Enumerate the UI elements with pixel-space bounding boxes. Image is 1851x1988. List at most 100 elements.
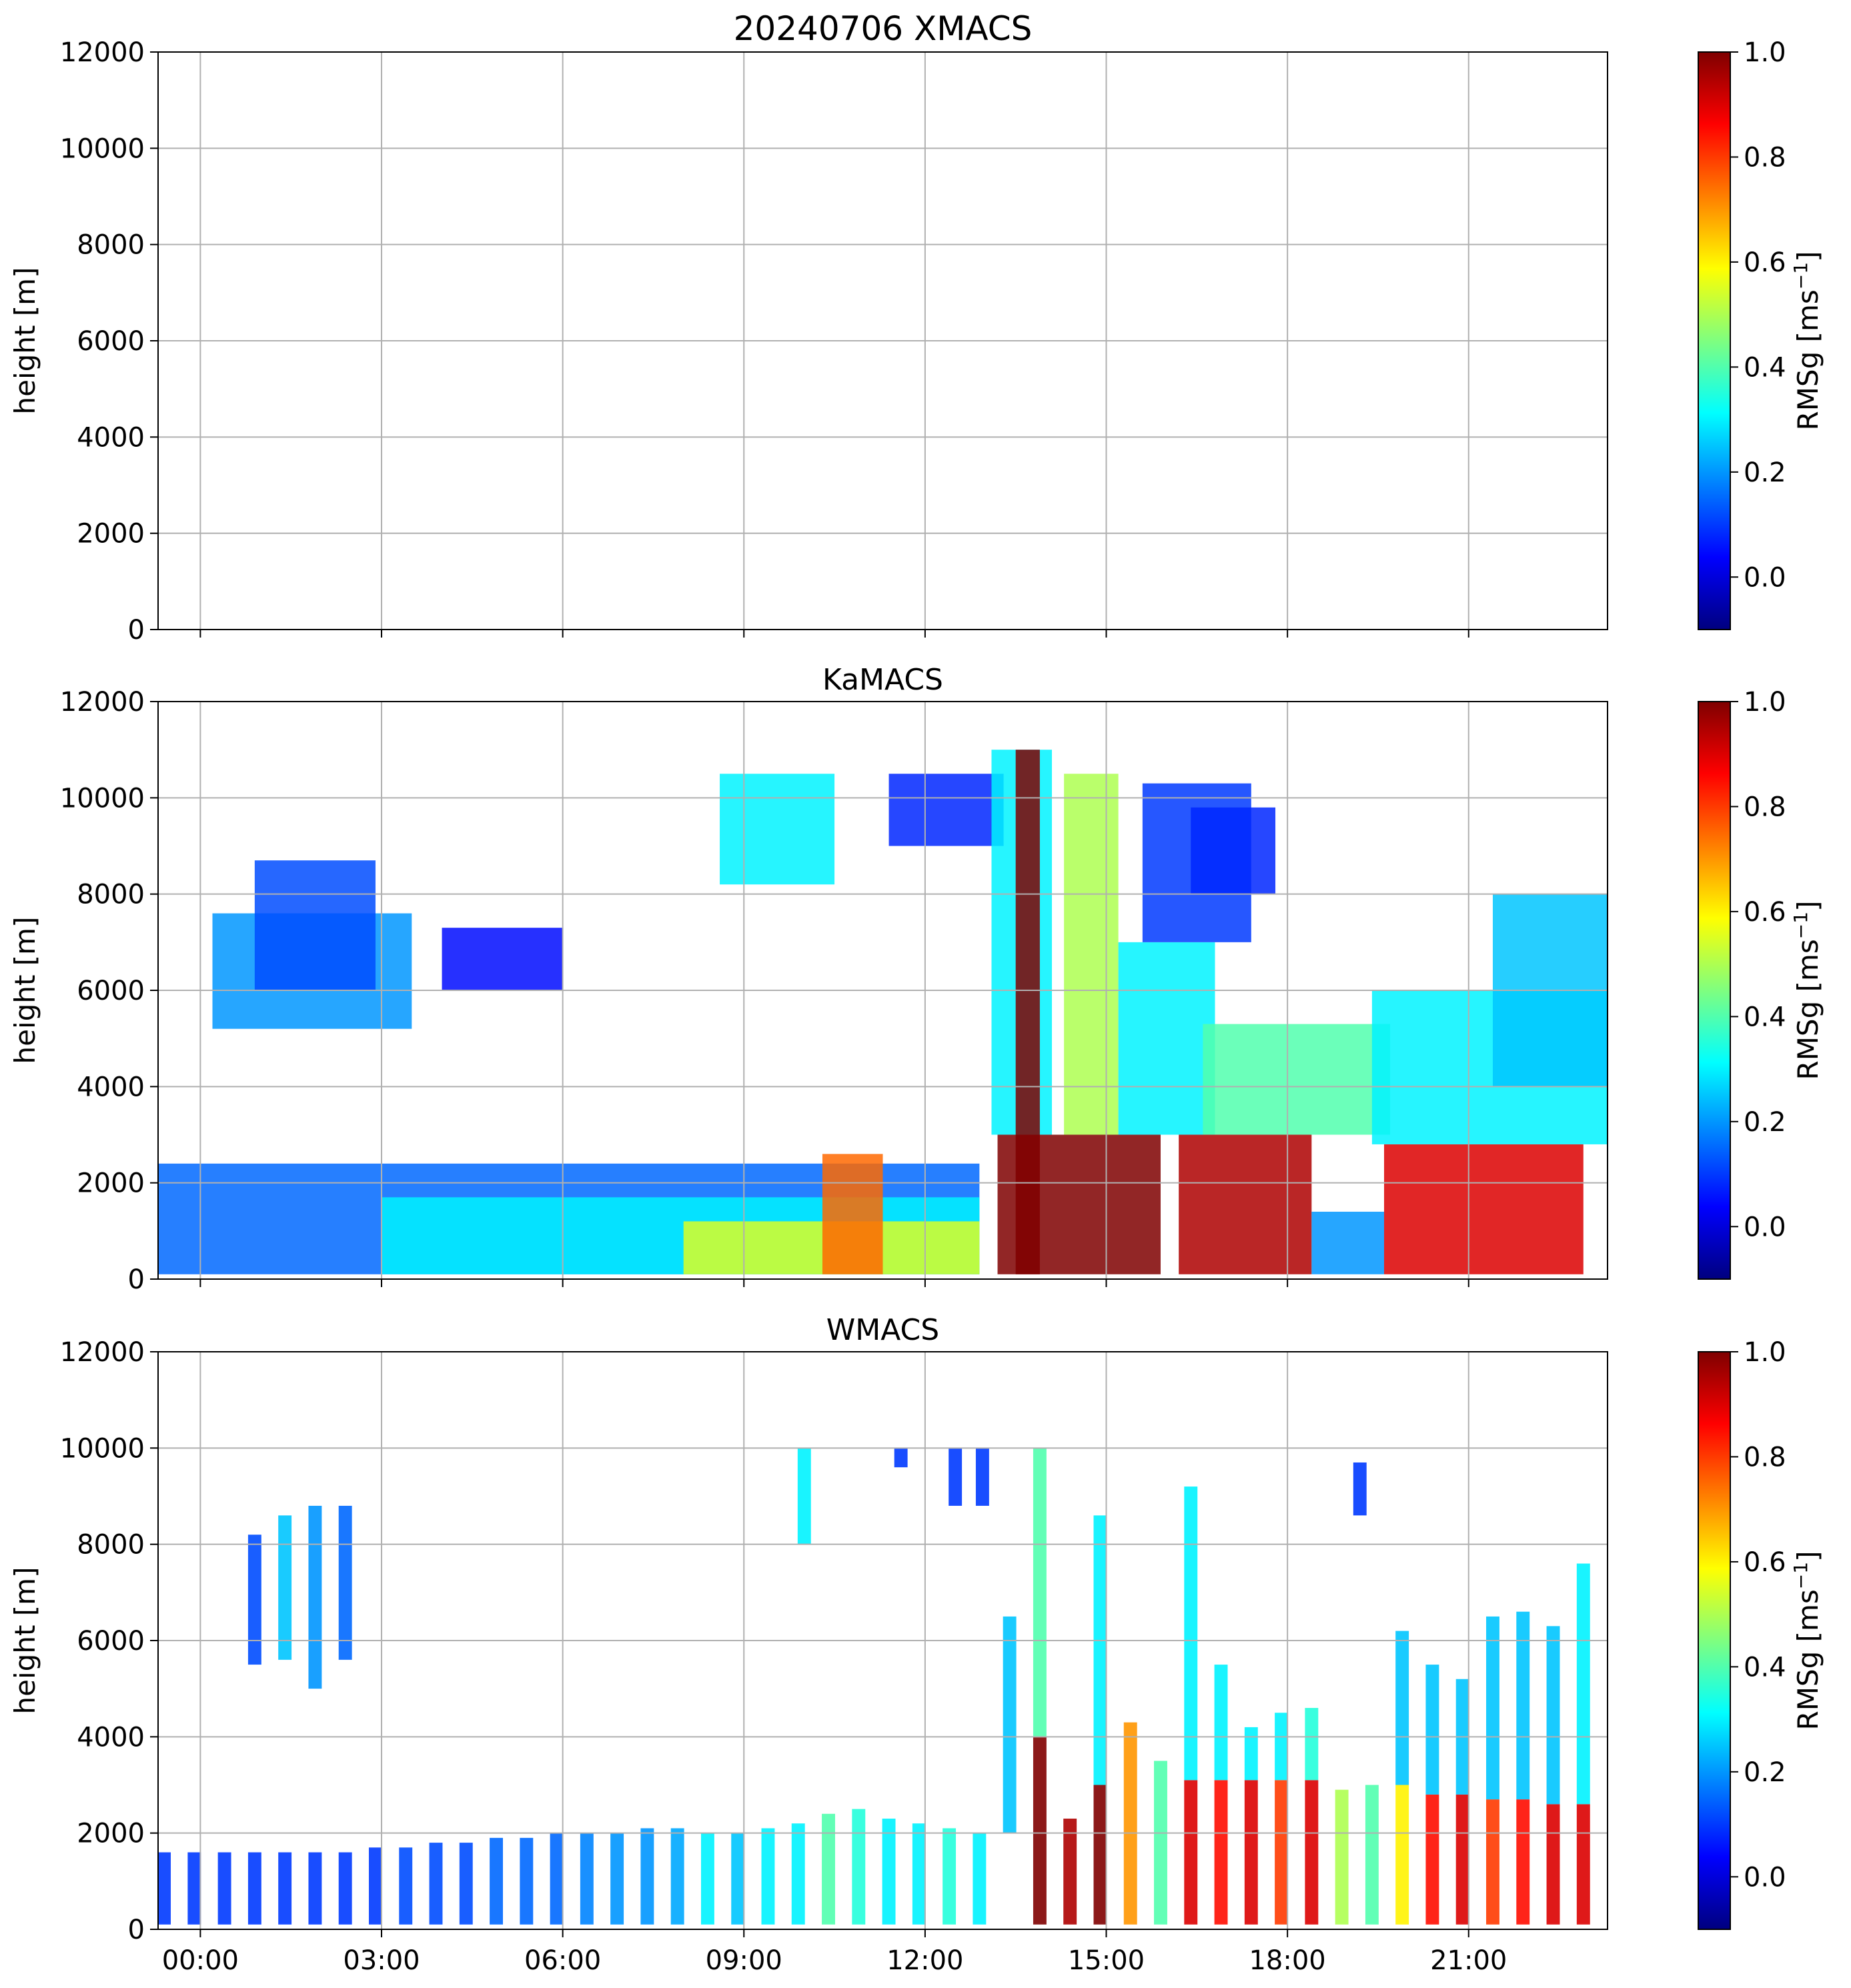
data-stripe bbox=[278, 1852, 292, 1925]
data-stripe bbox=[670, 1828, 684, 1925]
data-stripe bbox=[1033, 1448, 1047, 1737]
data-stripe bbox=[308, 1505, 322, 1689]
panel-title: KaMACS bbox=[822, 663, 943, 697]
y-tick-label: 8000 bbox=[77, 230, 145, 261]
colorbar-tick-label: 0.0 bbox=[1744, 1212, 1786, 1242]
x-tick-label: 15:00 bbox=[1068, 1945, 1145, 1976]
data-region bbox=[888, 774, 1004, 846]
colorbar-tick-label: 0.6 bbox=[1744, 897, 1786, 928]
data-stripe bbox=[700, 1833, 714, 1925]
colorbar-tick-label: 1.0 bbox=[1744, 1337, 1786, 1368]
data-stripe bbox=[943, 1828, 957, 1925]
x-tick-label: 06:00 bbox=[524, 1945, 601, 1976]
data-region bbox=[1118, 942, 1215, 1135]
colorbar-tick-label: 1.0 bbox=[1744, 687, 1786, 718]
data-stripe bbox=[949, 1448, 963, 1506]
y-tick-label: 6000 bbox=[77, 976, 145, 1006]
data-stripe bbox=[761, 1828, 775, 1925]
data-stripe bbox=[1353, 1462, 1367, 1516]
y-tick-label: 6000 bbox=[77, 326, 145, 357]
y-axis-label: height [m] bbox=[9, 267, 41, 415]
panel-20240706-xmacs: 0 2000 4000 6000 8000 10000 12000 height [m] 202… bbox=[9, 9, 1824, 646]
data-stripe bbox=[640, 1828, 654, 1925]
data-stripe bbox=[1093, 1785, 1107, 1925]
y-tick-label: 4000 bbox=[77, 1072, 145, 1102]
data-region bbox=[442, 928, 563, 990]
data-stripe bbox=[429, 1843, 443, 1925]
data-region bbox=[997, 1134, 1161, 1274]
data-region bbox=[1311, 1211, 1384, 1274]
data-stripe bbox=[1516, 1799, 1530, 1925]
y-tick-label: 12000 bbox=[60, 1337, 145, 1368]
x-tick-label: 12:00 bbox=[886, 1945, 963, 1976]
data-stripe bbox=[368, 1847, 382, 1925]
data-stripe bbox=[399, 1847, 413, 1925]
data-stripe bbox=[1093, 1515, 1107, 1785]
panel-title: WMACS bbox=[826, 1313, 939, 1347]
y-tick-label: 0 bbox=[128, 1264, 145, 1295]
colorbar-label: RMSg [ms−1] bbox=[1790, 901, 1824, 1080]
data-stripe bbox=[1516, 1611, 1530, 1800]
y-tick-label: 10000 bbox=[60, 133, 145, 164]
colorbar-tick-label: 0.0 bbox=[1744, 562, 1786, 593]
data-stripe bbox=[852, 1809, 866, 1925]
colorbar-tick-label: 0.2 bbox=[1744, 457, 1786, 488]
colorbar-tick-label: 0.8 bbox=[1744, 1442, 1786, 1472]
data-stripe bbox=[459, 1843, 473, 1925]
data-layer bbox=[158, 1448, 1590, 1925]
data-stripe bbox=[1244, 1727, 1258, 1781]
colorbar-tick-label: 0.0 bbox=[1744, 1862, 1786, 1893]
data-stripe bbox=[894, 1448, 908, 1468]
data-stripe bbox=[1305, 1780, 1319, 1925]
data-stripe bbox=[822, 1813, 835, 1925]
colorbar-tick-label: 0.4 bbox=[1744, 352, 1786, 383]
y-tick-label: 8000 bbox=[77, 880, 145, 910]
y-tick-label: 10000 bbox=[60, 783, 145, 814]
colorbar-label: RMSg [ms−1] bbox=[1790, 251, 1824, 431]
data-region bbox=[1203, 1024, 1391, 1135]
data-stripe bbox=[187, 1852, 201, 1925]
data-stripe bbox=[1214, 1665, 1228, 1781]
data-stripe bbox=[338, 1852, 352, 1925]
y-tick-label: 2000 bbox=[77, 1819, 145, 1849]
data-stripe bbox=[1395, 1631, 1409, 1785]
data-stripe bbox=[1214, 1780, 1228, 1925]
y-tick-label: 12000 bbox=[60, 687, 145, 718]
panel-wmacs: 0 2000 4000 6000 8000 10000 12000 00:00 03:00 06:… bbox=[9, 1313, 1824, 1976]
data-region bbox=[1064, 774, 1119, 1135]
y-axis-label: height [m] bbox=[9, 1567, 41, 1715]
data-stripe bbox=[1486, 1616, 1499, 1800]
colorbar-label: RMSg [ms−1] bbox=[1790, 1551, 1824, 1731]
y-tick-label: 6000 bbox=[77, 1626, 145, 1657]
colorbar-tick-label: 0.8 bbox=[1744, 142, 1786, 173]
data-stripe bbox=[797, 1448, 811, 1545]
y-tick-label: 0 bbox=[128, 615, 145, 646]
colorbar-tick-label: 0.2 bbox=[1744, 1757, 1786, 1788]
data-stripe bbox=[1365, 1785, 1379, 1925]
data-region bbox=[822, 1154, 883, 1274]
x-tick-label: 03:00 bbox=[343, 1945, 420, 1976]
y-tick-label: 2000 bbox=[77, 519, 145, 550]
data-stripe bbox=[580, 1833, 594, 1925]
y-tick-label: 8000 bbox=[77, 1530, 145, 1561]
x-tick-label: 18:00 bbox=[1249, 1945, 1325, 1976]
data-region bbox=[720, 774, 835, 885]
data-stripe bbox=[308, 1852, 322, 1925]
panel-kamacs: 0 2000 4000 6000 8000 10000 12000 height [m] KaM… bbox=[9, 663, 1824, 1295]
colorbar bbox=[1698, 701, 1731, 1280]
data-stripe bbox=[973, 1833, 987, 1925]
colorbar-tick-label: 0.4 bbox=[1744, 1652, 1786, 1683]
colorbar bbox=[1698, 1351, 1731, 1930]
data-stripe bbox=[1425, 1794, 1439, 1925]
data-stripe bbox=[1275, 1780, 1289, 1925]
data-stripe bbox=[158, 1852, 171, 1925]
colorbar-tick-label: 1.0 bbox=[1744, 37, 1786, 68]
data-stripe bbox=[1003, 1616, 1017, 1833]
y-tick-label: 12000 bbox=[60, 37, 145, 68]
data-stripe bbox=[1395, 1785, 1409, 1925]
data-stripe bbox=[610, 1833, 624, 1925]
colorbar bbox=[1698, 51, 1731, 630]
panel-title: 20240706 XMACS bbox=[734, 9, 1033, 48]
data-stripe bbox=[882, 1819, 896, 1925]
data-layer bbox=[158, 750, 1608, 1274]
